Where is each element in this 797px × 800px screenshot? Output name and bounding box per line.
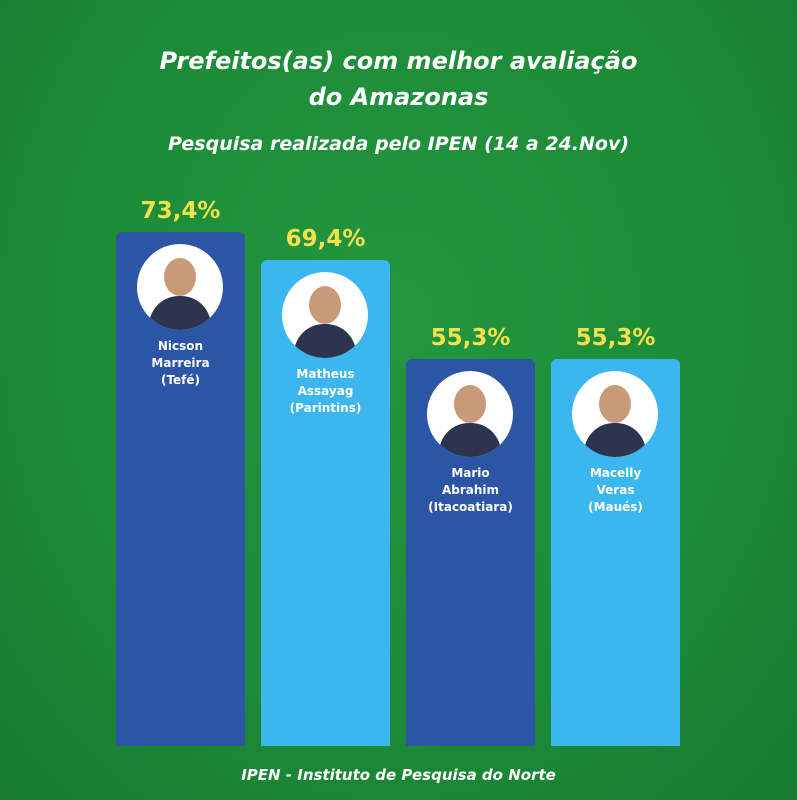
- candidate-label: Macelly Veras (Maués): [551, 465, 680, 516]
- value-label: 69,4%: [285, 226, 366, 253]
- photo-body: [584, 422, 646, 457]
- photo-head: [164, 258, 196, 297]
- photo: [427, 370, 513, 457]
- candidate-name: Nicson Marreira: [151, 339, 210, 371]
- candidate-label: Matheus Assayag (Parintins): [261, 366, 390, 417]
- chart-title-line: do Amazonas: [308, 83, 489, 111]
- candidate-name: Macelly Veras: [589, 465, 642, 497]
- candidate-city: (Tefé): [160, 373, 201, 388]
- photo-body: [439, 422, 501, 457]
- photo-body: [149, 296, 211, 331]
- photo-body: [294, 324, 356, 359]
- candidate-city: (Parintins): [289, 401, 362, 416]
- candidate-city: (Itacoatiara): [428, 499, 513, 514]
- candidate-city: (Maués): [588, 499, 643, 514]
- candidate-label: Nicson Marreira (Tefé): [116, 338, 245, 389]
- value-label: 55,3%: [430, 324, 511, 351]
- candidate-name: Matheus Assayag: [296, 367, 355, 399]
- photo-head: [309, 286, 341, 325]
- chart-subtitle: Pesquisa realizada pelo IPEN (14 a 24.No…: [167, 133, 630, 155]
- chart-title-line: Prefeitos(as) com melhor avaliação: [159, 47, 638, 75]
- value-label: 73,4%: [140, 198, 221, 225]
- value-label: 55,3%: [575, 324, 656, 351]
- photo-head: [454, 384, 486, 423]
- photo: [282, 272, 368, 359]
- source-note: IPEN - Instituto de Pesquisa do Norte: [241, 766, 556, 784]
- photo: [572, 370, 658, 457]
- candidate-label: Mario Abrahim (Itacoatiara): [406, 465, 535, 516]
- candidate-name: Mario Abrahim: [441, 465, 500, 497]
- photo: [137, 244, 223, 331]
- photo-head: [599, 384, 631, 423]
